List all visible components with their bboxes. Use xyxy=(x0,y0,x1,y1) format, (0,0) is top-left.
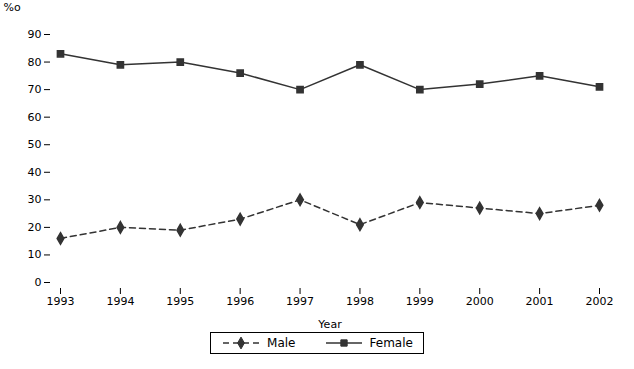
svg-text:40: 40 xyxy=(28,166,42,179)
svg-text:1995: 1995 xyxy=(166,295,194,308)
svg-text:60: 60 xyxy=(28,111,42,124)
svg-text:2000: 2000 xyxy=(466,295,494,308)
svg-text:1998: 1998 xyxy=(346,295,374,308)
svg-text:2001: 2001 xyxy=(526,295,554,308)
svg-text:10: 10 xyxy=(28,248,42,261)
svg-text:50: 50 xyxy=(28,138,42,151)
svg-text:1996: 1996 xyxy=(226,295,254,308)
svg-text:90: 90 xyxy=(28,28,42,41)
html-text:Male: Male xyxy=(267,336,296,350)
svg-text:80: 80 xyxy=(28,56,42,69)
svg-text:70: 70 xyxy=(28,83,42,96)
svg-text:Year: Year xyxy=(317,318,342,331)
svg-text:1997: 1997 xyxy=(286,295,314,308)
svg-text:%o: %o xyxy=(4,1,21,14)
svg-text:0: 0 xyxy=(35,276,42,289)
svg-text:1994: 1994 xyxy=(106,295,134,308)
svg-text:30: 30 xyxy=(28,193,42,206)
svg-text:2002: 2002 xyxy=(586,295,614,308)
svg-text:20: 20 xyxy=(28,221,42,234)
svg-text:1993: 1993 xyxy=(47,295,75,308)
html-text:Female: Female xyxy=(369,336,413,350)
svg-text:1999: 1999 xyxy=(406,295,434,308)
